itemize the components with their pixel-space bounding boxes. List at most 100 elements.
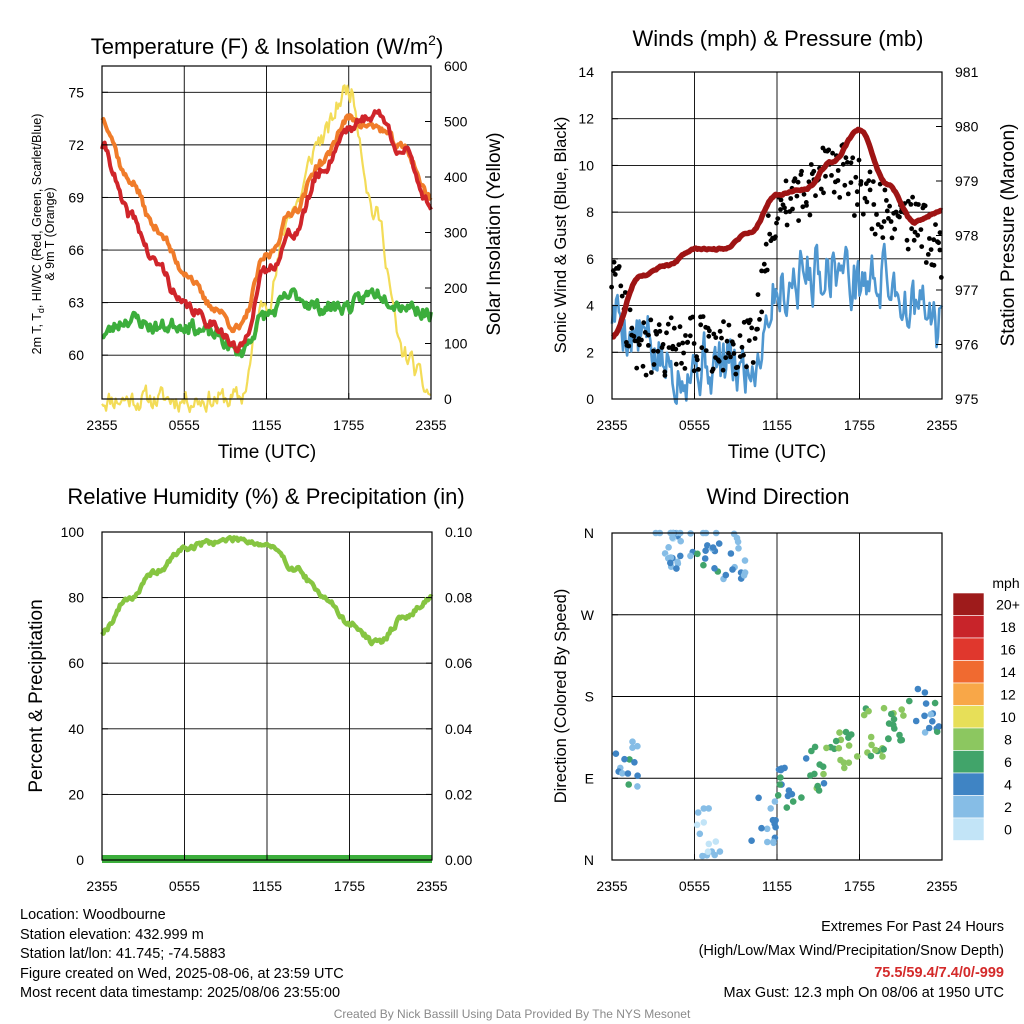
y-tick-label: W (581, 607, 595, 623)
legend-label: 10 (1000, 709, 1016, 725)
wind-direction-point (867, 752, 875, 760)
wind-direction-point (888, 710, 895, 718)
wind-gust-point (640, 363, 646, 369)
y-tick-label: 60 (68, 655, 84, 671)
wind-direction-point (621, 755, 628, 763)
legend-swatch (952, 795, 985, 819)
y-tick-label: 75 (68, 84, 84, 100)
wind-gust-point (792, 176, 798, 182)
wind-direction-point (699, 852, 706, 860)
wind-gust-point (835, 178, 841, 183)
wind-gust-point (711, 331, 717, 337)
y2-tick-label: 981 (955, 64, 979, 80)
wind-gust-point (733, 371, 739, 377)
wind-gust-point (871, 202, 877, 207)
wind-direction-point (704, 542, 711, 549)
wind-direction-point (845, 742, 853, 749)
wind-gust-point (611, 259, 617, 265)
y-tick-label: 12 (578, 111, 594, 127)
y-tick-label: 60 (68, 347, 84, 363)
y2-tick-label: 0.06 (445, 655, 472, 671)
wind-gust-point (931, 262, 937, 268)
wind-gust-point (699, 345, 705, 351)
wind-gust-point (634, 365, 640, 371)
legend-label: 6 (1004, 754, 1012, 770)
wind-gust-point (801, 191, 807, 197)
wind-direction-point (896, 731, 903, 739)
wind-gust-point (866, 178, 872, 184)
wind-gust-point (925, 252, 931, 257)
wind-gust-point (911, 237, 917, 243)
wind-gust-point (749, 325, 755, 331)
wind-gust-point (782, 205, 787, 211)
wind-gust-point (867, 187, 873, 193)
extremes-title: Extremes For Past 24 Hours (821, 919, 1004, 935)
wind-panel: Winds (mph) & Pressure (mb) 2355 0555 1155… (552, 26, 1019, 463)
wind-gust-point (807, 212, 813, 218)
wind-gust-point (778, 197, 784, 203)
y2-tick-label: 400 (444, 169, 468, 185)
wind-gust-point (755, 292, 761, 297)
y-tick-label: 0 (586, 391, 594, 407)
wind-tick-labels: 2355 0555 1155 1755 235502468101214975976977… (578, 64, 978, 433)
wind-direction-point (631, 759, 638, 766)
y2-tick-label: 0 (444, 391, 452, 407)
y-tick-label: 10 (578, 157, 594, 173)
wind-plot-area (609, 126, 944, 405)
wind-gust-point (691, 341, 697, 346)
humidity-panel-title: Relative Humidity (%) & Precipitation (i… (67, 484, 464, 509)
wind-direction-point (711, 565, 718, 572)
wind-gust-point (721, 319, 726, 325)
wind-gust-point (726, 322, 732, 328)
wind-gust-point (719, 335, 724, 341)
extremes-summary: Extremes For Past 24 Hours (High/Low/Max… (699, 918, 1004, 1003)
wind-gust-point (735, 364, 740, 370)
x-tick-label: 2355 (415, 417, 446, 433)
direction-panel: Wind Direction 2355 0555 1155 1755 2355NESWN… (552, 484, 1020, 894)
wind-gust-point (813, 193, 818, 199)
wind-gust-point (811, 168, 817, 174)
wind-direction-point (921, 689, 929, 696)
wind-gust-point (619, 293, 625, 299)
wind-gust-point (897, 214, 902, 220)
y2-tick-label: 0.04 (445, 721, 472, 737)
wind-gust-point (884, 198, 889, 203)
wind-gust-point (783, 178, 789, 184)
extremes-legend: (High/Low/Max Wind/Precipitation/Snow De… (698, 942, 1004, 959)
wind-gust-point (648, 317, 654, 323)
wind-direction-point (880, 704, 888, 712)
temperature-panel: Temperature (F) & Insolation (W/m2) 2355… (30, 32, 505, 463)
wind-direction-point (727, 550, 735, 557)
direction-left-axis-label: Direction (Colored By Speed) (552, 589, 570, 804)
wind-gust-point (655, 348, 661, 354)
y2-tick-label: 0.02 (445, 786, 472, 802)
wind-gust-point (627, 307, 633, 313)
wind-gust-point (664, 330, 669, 336)
temperature-panel-title: Temperature (F) & Insolation (W/m2) (91, 32, 444, 59)
wind-panel-title: Winds (mph) & Pressure (mb) (633, 26, 924, 51)
wind-gust-point (852, 213, 857, 218)
y2-tick-label: 600 (444, 58, 468, 74)
wind-gust-point (821, 190, 826, 196)
wind-gust-point (927, 236, 932, 241)
wind-gust-point (840, 161, 846, 167)
relative-humidity-line (100, 534, 434, 647)
x-tick-label: 1755 (844, 417, 875, 433)
wind-direction-point (820, 780, 828, 787)
wind-gust-point (765, 213, 771, 219)
wind-direction-point (625, 781, 632, 788)
wind-gust-point (665, 321, 671, 327)
legend-swatch (952, 727, 985, 751)
wind-gust-point (823, 173, 828, 179)
wind-gust-point (763, 241, 769, 247)
wind-direction-point (701, 555, 709, 562)
wind-gust-point (759, 309, 765, 315)
temperature-plot-area (100, 84, 433, 414)
wind-direction-point (842, 728, 850, 736)
wind-gust-point (700, 314, 706, 319)
wind-direction-point (868, 741, 875, 749)
wind-gust-point (869, 226, 875, 232)
wind-direction-point (798, 794, 805, 801)
wind-direction-point (845, 759, 853, 766)
wind-direction-point (634, 772, 641, 779)
